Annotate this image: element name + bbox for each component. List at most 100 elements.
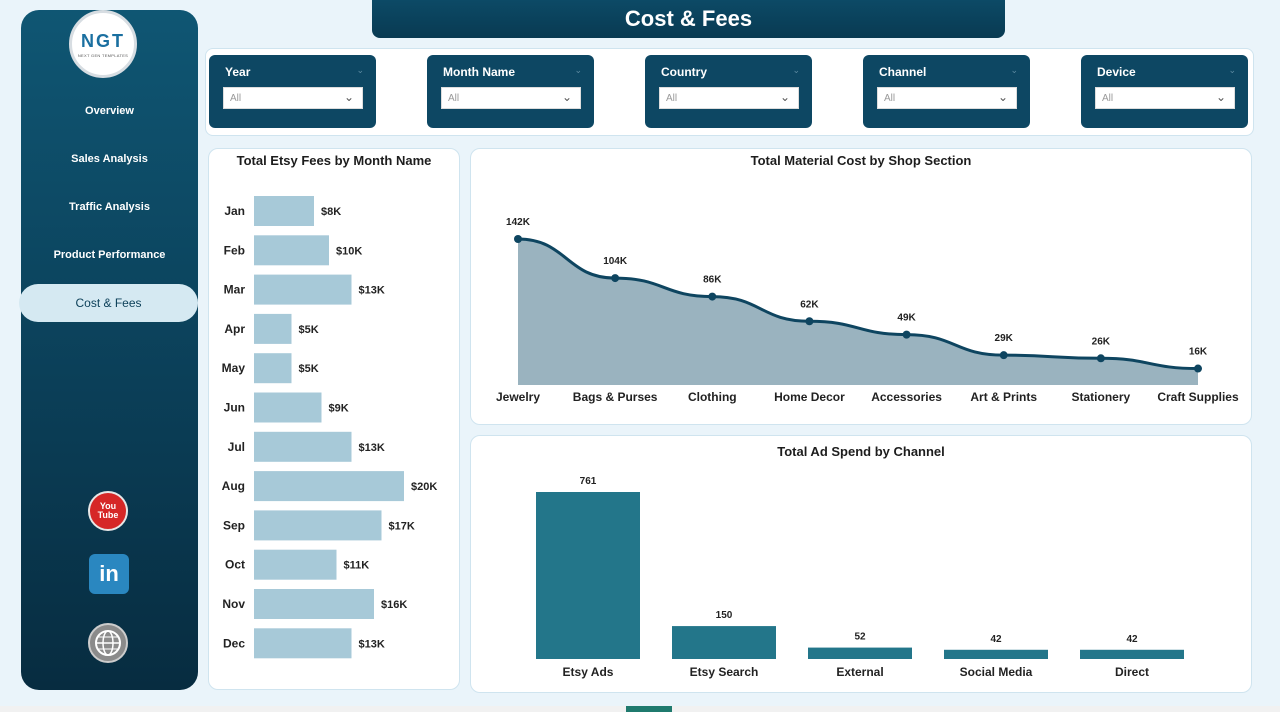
ngt-logo: NGT NEXT GEN TEMPLATES: [69, 10, 137, 78]
dropdown-value: All: [230, 92, 242, 104]
material-cost-card: Total Material Cost by Shop Section 142K…: [470, 148, 1252, 425]
material-data-label: 104K: [603, 256, 628, 267]
channel-label: Direct: [1115, 665, 1149, 679]
fee-data-label: $10K: [336, 245, 362, 257]
filter-label: Device: [1097, 65, 1136, 79]
channel-label: Etsy Search: [690, 665, 759, 679]
logo-subtext: NEXT GEN TEMPLATES: [77, 52, 129, 58]
chevron-down-icon: ⌄: [1215, 90, 1226, 104]
ad-spend-bar: [536, 492, 640, 659]
fee-bar: [254, 431, 352, 462]
material-line: [517, 237, 1199, 371]
dropdown-value: All: [666, 92, 678, 104]
fee-data-label: $5K: [299, 324, 319, 336]
fee-bar: [254, 589, 374, 619]
fee-data-label: $8K: [321, 206, 341, 218]
active-page-tab[interactable]: [626, 706, 672, 712]
youtube-icon[interactable]: You Tube: [88, 491, 128, 531]
fee-data-label: $17K: [389, 520, 415, 532]
chart-title: Total Ad Spend by Channel: [777, 444, 945, 459]
nav-cost-fees[interactable]: Cost & Fees: [19, 284, 198, 322]
filter-channel: Channel ⌄ All ⌄: [863, 55, 1030, 128]
dropdown-value: All: [884, 92, 896, 104]
fee-bar: [254, 274, 352, 305]
month-name-dropdown[interactable]: All ⌄: [441, 87, 581, 109]
chart-title: Total Etsy Fees by Month Name: [236, 153, 432, 168]
ad-spend-bar: [808, 647, 912, 659]
etsy-fees-chart: Jan $8K Feb $10K Mar $13K Apr $5K May $5K Jun $9K Ju…: [222, 196, 437, 659]
month-label: Sep: [223, 518, 245, 532]
nav-label: Cost & Fees: [75, 296, 142, 310]
etsy-fees-card: Total Etsy Fees by Month Name Jan $8K Feb $…: [208, 148, 460, 690]
fee-data-label: $13K: [359, 285, 385, 297]
chevron-down-icon: ⌄: [343, 90, 354, 104]
material-point: [902, 330, 911, 339]
nav-traffic-analysis[interactable]: Traffic Analysis: [21, 188, 198, 226]
logo-text: NGT: [81, 30, 125, 51]
section-label: Clothing: [688, 390, 737, 404]
material-data-label: 16K: [1189, 347, 1208, 358]
ad-spend-data-label: 42: [990, 634, 1002, 645]
month-label: Jan: [224, 204, 245, 218]
device-dropdown[interactable]: All ⌄: [1095, 87, 1235, 109]
ad-spend-bar: [672, 626, 776, 659]
fee-data-label: $13K: [359, 638, 385, 650]
fee-bar: [254, 628, 352, 659]
month-label: Nov: [222, 597, 245, 611]
section-label: Home Decor: [774, 390, 845, 404]
filter-month-name: Month Name ⌄ All ⌄: [427, 55, 594, 128]
ad-spend-data-label: 761: [580, 476, 597, 487]
fee-data-label: $13K: [359, 442, 385, 454]
channel-label: External: [836, 665, 883, 679]
material-data-label: 62K: [800, 299, 819, 310]
chevron-down-icon: ⌄: [779, 90, 790, 104]
material-data-label: 142K: [506, 217, 531, 228]
fee-bar: [254, 549, 337, 580]
fee-data-label: $5K: [299, 363, 319, 375]
month-label: Jun: [224, 401, 245, 415]
nav-product-performance[interactable]: Product Performance: [21, 236, 198, 274]
dropdown-value: All: [448, 92, 460, 104]
section-label: Accessories: [871, 390, 942, 404]
month-label: Aug: [222, 479, 245, 493]
chart-title: Total Material Cost by Shop Section: [750, 153, 972, 168]
section-label: Bags & Purses: [573, 390, 658, 404]
sidebar: NGT NEXT GEN TEMPLATES Overview Sales An…: [19, 10, 198, 690]
fee-data-label: $16K: [381, 599, 407, 611]
month-label: Apr: [224, 322, 245, 336]
linkedin-icon[interactable]: in: [89, 554, 129, 594]
section-label: Art & Prints: [970, 390, 1037, 404]
nav-overview[interactable]: Overview: [21, 92, 198, 130]
month-label: Feb: [224, 243, 245, 257]
month-label: Mar: [224, 283, 246, 297]
filter-country: Country ⌄ All ⌄: [645, 55, 812, 128]
material-cost-chart: 142K Jewelry 104K Bags & Purses 86K Clothing 6…: [496, 217, 1239, 404]
material-point: [1194, 364, 1202, 373]
chevron-down-icon: ⌄: [574, 65, 582, 75]
fee-bar: [254, 313, 292, 344]
country-dropdown[interactable]: All ⌄: [659, 87, 799, 109]
chevron-down-icon: ⌄: [1228, 65, 1236, 75]
filter-label: Month Name: [443, 65, 515, 79]
channel-dropdown[interactable]: All ⌄: [877, 87, 1017, 109]
ad-spend-data-label: 42: [1126, 634, 1138, 645]
month-label: Dec: [223, 636, 245, 650]
material-area: [518, 239, 1198, 385]
channel-label: Etsy Ads: [563, 665, 614, 679]
linkedin-text: in: [99, 561, 119, 586]
section-label: Stationery: [1072, 390, 1131, 404]
section-label: Craft Supplies: [1157, 390, 1239, 404]
nav-sales-analysis[interactable]: Sales Analysis: [21, 140, 198, 178]
nav-label: Overview: [85, 105, 134, 117]
material-point: [1096, 354, 1105, 363]
nav-label: Product Performance: [53, 249, 166, 261]
filter-label: Country: [661, 65, 707, 79]
chevron-down-icon: ⌄: [356, 65, 364, 75]
material-point: [999, 351, 1008, 360]
website-icon[interactable]: [88, 623, 128, 663]
material-point: [805, 317, 814, 326]
chevron-down-icon: ⌄: [561, 90, 572, 104]
fee-data-label: $11K: [344, 560, 370, 572]
year-dropdown[interactable]: All ⌄: [223, 87, 363, 109]
material-point: [514, 235, 522, 243]
